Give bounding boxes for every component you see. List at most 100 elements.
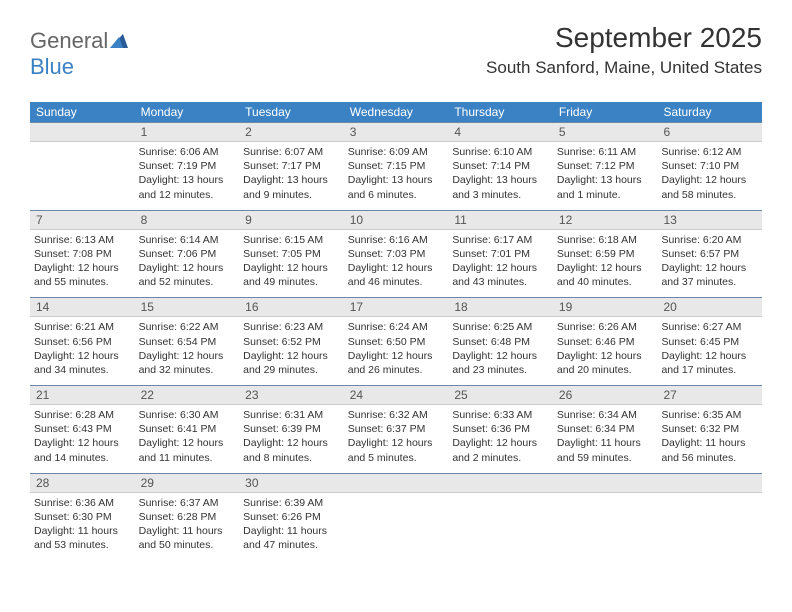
day-cell: Sunrise: 6:34 AMSunset: 6:34 PMDaylight:… bbox=[553, 405, 658, 473]
day-cell: Sunrise: 6:25 AMSunset: 6:48 PMDaylight:… bbox=[448, 317, 553, 385]
weekday-header: Friday bbox=[553, 102, 658, 122]
sunrise-text: Sunrise: 6:15 AM bbox=[243, 233, 340, 247]
day-cell: Sunrise: 6:13 AMSunset: 7:08 PMDaylight:… bbox=[30, 230, 135, 298]
daylight-text: Daylight: 12 hours and 55 minutes. bbox=[34, 261, 131, 289]
day-number: 10 bbox=[344, 211, 449, 229]
day-cell: Sunrise: 6:06 AMSunset: 7:19 PMDaylight:… bbox=[135, 142, 240, 210]
daylight-text: Daylight: 12 hours and 29 minutes. bbox=[243, 349, 340, 377]
sunrise-text: Sunrise: 6:17 AM bbox=[452, 233, 549, 247]
daynum-row: 21222324252627 bbox=[30, 385, 762, 405]
brand-logo: General Blue bbox=[30, 28, 128, 80]
sunrise-text: Sunrise: 6:25 AM bbox=[452, 320, 549, 334]
day-number: 20 bbox=[657, 298, 762, 316]
sunset-text: Sunset: 7:03 PM bbox=[348, 247, 445, 261]
sunrise-text: Sunrise: 6:23 AM bbox=[243, 320, 340, 334]
day-number: 29 bbox=[135, 474, 240, 492]
daylight-text: Daylight: 12 hours and 11 minutes. bbox=[139, 436, 236, 464]
day-cell: Sunrise: 6:24 AMSunset: 6:50 PMDaylight:… bbox=[344, 317, 449, 385]
daylight-text: Daylight: 13 hours and 6 minutes. bbox=[348, 173, 445, 201]
day-number: 7 bbox=[30, 211, 135, 229]
day-cell: Sunrise: 6:21 AMSunset: 6:56 PMDaylight:… bbox=[30, 317, 135, 385]
daynum-row: 123456 bbox=[30, 122, 762, 142]
sunset-text: Sunset: 6:39 PM bbox=[243, 422, 340, 436]
day-cell: Sunrise: 6:22 AMSunset: 6:54 PMDaylight:… bbox=[135, 317, 240, 385]
sunset-text: Sunset: 6:45 PM bbox=[661, 335, 758, 349]
sunrise-text: Sunrise: 6:33 AM bbox=[452, 408, 549, 422]
daylight-text: Daylight: 11 hours and 47 minutes. bbox=[243, 524, 340, 552]
day-cell: Sunrise: 6:12 AMSunset: 7:10 PMDaylight:… bbox=[657, 142, 762, 210]
daylight-text: Daylight: 12 hours and 20 minutes. bbox=[557, 349, 654, 377]
sunset-text: Sunset: 6:54 PM bbox=[139, 335, 236, 349]
sunrise-text: Sunrise: 6:27 AM bbox=[661, 320, 758, 334]
calendar-grid: Sunday Monday Tuesday Wednesday Thursday… bbox=[30, 102, 762, 560]
day-cell: Sunrise: 6:31 AMSunset: 6:39 PMDaylight:… bbox=[239, 405, 344, 473]
daylight-text: Daylight: 12 hours and 46 minutes. bbox=[348, 261, 445, 289]
day-cell bbox=[553, 493, 658, 561]
logo-triangle-icon bbox=[110, 28, 128, 54]
day-cell: Sunrise: 6:11 AMSunset: 7:12 PMDaylight:… bbox=[553, 142, 658, 210]
day-number: 2 bbox=[239, 123, 344, 141]
sunset-text: Sunset: 6:32 PM bbox=[661, 422, 758, 436]
sunset-text: Sunset: 7:15 PM bbox=[348, 159, 445, 173]
day-number: 27 bbox=[657, 386, 762, 404]
day-number: 1 bbox=[135, 123, 240, 141]
day-number: 28 bbox=[30, 474, 135, 492]
day-cell: Sunrise: 6:23 AMSunset: 6:52 PMDaylight:… bbox=[239, 317, 344, 385]
day-cell: Sunrise: 6:10 AMSunset: 7:14 PMDaylight:… bbox=[448, 142, 553, 210]
day-number bbox=[30, 123, 135, 141]
daynum-row: 14151617181920 bbox=[30, 297, 762, 317]
sunrise-text: Sunrise: 6:35 AM bbox=[661, 408, 758, 422]
day-number: 23 bbox=[239, 386, 344, 404]
day-cell: Sunrise: 6:35 AMSunset: 6:32 PMDaylight:… bbox=[657, 405, 762, 473]
day-number: 6 bbox=[657, 123, 762, 141]
sunrise-text: Sunrise: 6:31 AM bbox=[243, 408, 340, 422]
daylight-text: Daylight: 12 hours and 58 minutes. bbox=[661, 173, 758, 201]
day-cell: Sunrise: 6:20 AMSunset: 6:57 PMDaylight:… bbox=[657, 230, 762, 298]
sunset-text: Sunset: 6:59 PM bbox=[557, 247, 654, 261]
day-number: 24 bbox=[344, 386, 449, 404]
daylight-text: Daylight: 12 hours and 40 minutes. bbox=[557, 261, 654, 289]
week-content-row: Sunrise: 6:28 AMSunset: 6:43 PMDaylight:… bbox=[30, 405, 762, 473]
weekday-header: Wednesday bbox=[344, 102, 449, 122]
day-cell bbox=[30, 142, 135, 210]
day-cell: Sunrise: 6:36 AMSunset: 6:30 PMDaylight:… bbox=[30, 493, 135, 561]
daylight-text: Daylight: 12 hours and 23 minutes. bbox=[452, 349, 549, 377]
daylight-text: Daylight: 12 hours and 43 minutes. bbox=[452, 261, 549, 289]
month-title: September 2025 bbox=[486, 22, 762, 54]
day-number: 22 bbox=[135, 386, 240, 404]
daylight-text: Daylight: 12 hours and 2 minutes. bbox=[452, 436, 549, 464]
daylight-text: Daylight: 12 hours and 32 minutes. bbox=[139, 349, 236, 377]
sunrise-text: Sunrise: 6:21 AM bbox=[34, 320, 131, 334]
day-cell bbox=[344, 493, 449, 561]
sunrise-text: Sunrise: 6:36 AM bbox=[34, 496, 131, 510]
day-cell: Sunrise: 6:39 AMSunset: 6:26 PMDaylight:… bbox=[239, 493, 344, 561]
brand-part1: General bbox=[30, 28, 108, 53]
day-cell: Sunrise: 6:26 AMSunset: 6:46 PMDaylight:… bbox=[553, 317, 658, 385]
sunrise-text: Sunrise: 6:07 AM bbox=[243, 145, 340, 159]
sunrise-text: Sunrise: 6:22 AM bbox=[139, 320, 236, 334]
sunrise-text: Sunrise: 6:39 AM bbox=[243, 496, 340, 510]
sunset-text: Sunset: 7:12 PM bbox=[557, 159, 654, 173]
sunset-text: Sunset: 6:30 PM bbox=[34, 510, 131, 524]
day-number: 3 bbox=[344, 123, 449, 141]
sunset-text: Sunset: 7:08 PM bbox=[34, 247, 131, 261]
daylight-text: Daylight: 12 hours and 14 minutes. bbox=[34, 436, 131, 464]
page-header: September 2025 South Sanford, Maine, Uni… bbox=[486, 22, 762, 78]
sunrise-text: Sunrise: 6:14 AM bbox=[139, 233, 236, 247]
daylight-text: Daylight: 13 hours and 12 minutes. bbox=[139, 173, 236, 201]
weekday-header: Monday bbox=[135, 102, 240, 122]
daylight-text: Daylight: 13 hours and 3 minutes. bbox=[452, 173, 549, 201]
day-number: 5 bbox=[553, 123, 658, 141]
sunset-text: Sunset: 6:43 PM bbox=[34, 422, 131, 436]
day-cell: Sunrise: 6:16 AMSunset: 7:03 PMDaylight:… bbox=[344, 230, 449, 298]
location-label: South Sanford, Maine, United States bbox=[486, 58, 762, 78]
sunset-text: Sunset: 7:06 PM bbox=[139, 247, 236, 261]
day-number bbox=[344, 474, 449, 492]
day-number: 16 bbox=[239, 298, 344, 316]
sunset-text: Sunset: 6:48 PM bbox=[452, 335, 549, 349]
sunrise-text: Sunrise: 6:10 AM bbox=[452, 145, 549, 159]
day-cell: Sunrise: 6:30 AMSunset: 6:41 PMDaylight:… bbox=[135, 405, 240, 473]
day-number: 13 bbox=[657, 211, 762, 229]
daylight-text: Daylight: 11 hours and 53 minutes. bbox=[34, 524, 131, 552]
daylight-text: Daylight: 12 hours and 5 minutes. bbox=[348, 436, 445, 464]
